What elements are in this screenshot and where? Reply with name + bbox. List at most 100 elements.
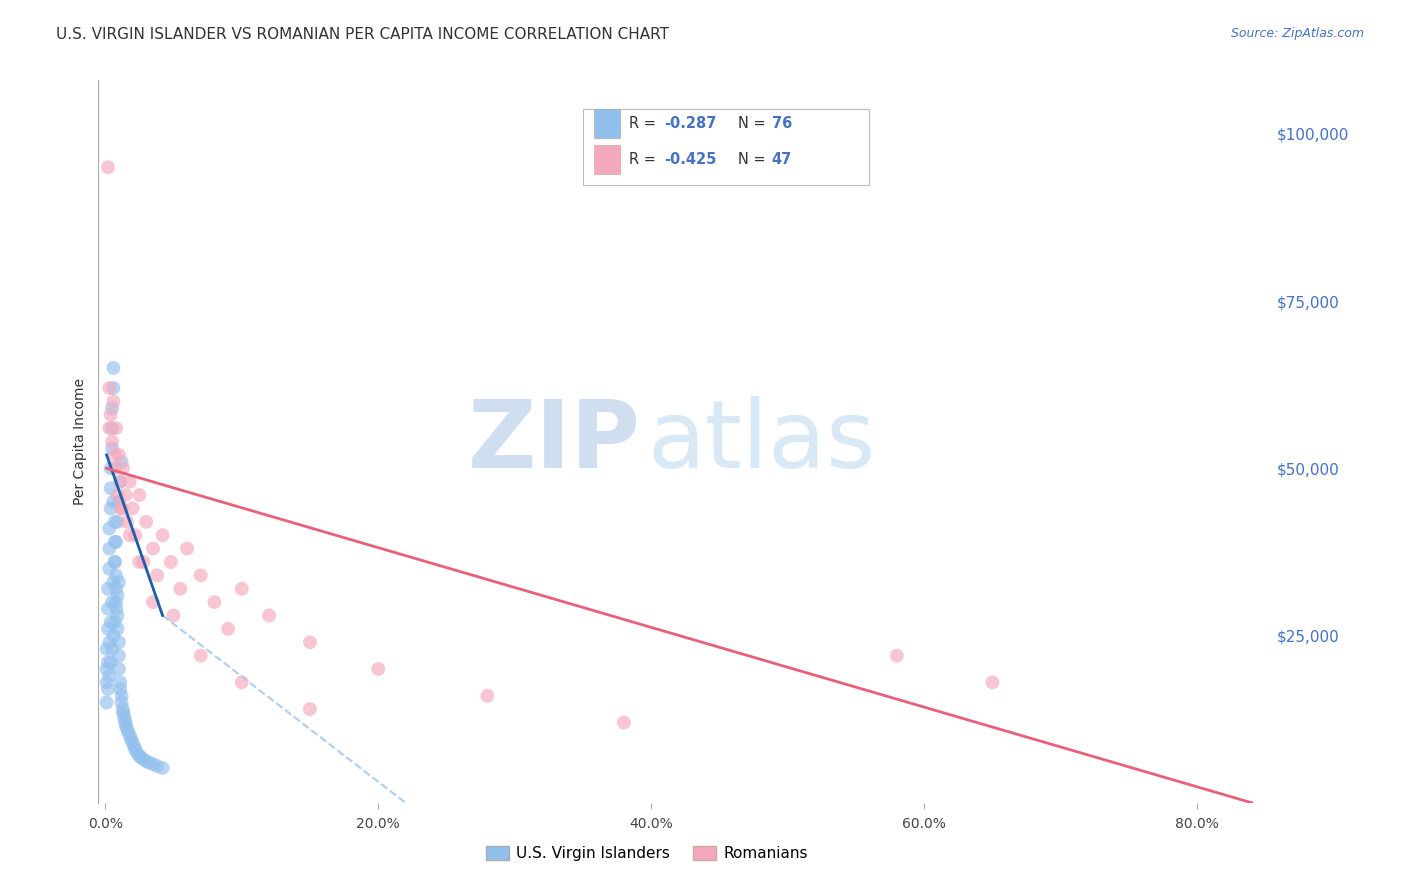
Point xyxy=(108,648,131,663)
Point xyxy=(121,735,143,749)
Point xyxy=(107,589,129,603)
Point xyxy=(111,501,134,516)
Point xyxy=(96,696,118,710)
Point xyxy=(257,608,280,623)
Point xyxy=(108,635,131,649)
Point xyxy=(108,494,131,508)
Point xyxy=(98,521,121,535)
Text: Source: ZipAtlas.com: Source: ZipAtlas.com xyxy=(1230,27,1364,40)
Point xyxy=(103,628,125,642)
Point xyxy=(105,582,128,596)
Point xyxy=(97,681,120,696)
Point xyxy=(152,528,174,542)
Point xyxy=(114,719,136,733)
Point xyxy=(367,662,389,676)
Text: 47: 47 xyxy=(772,152,792,167)
Point xyxy=(120,732,142,747)
Point xyxy=(176,541,198,556)
Point xyxy=(121,501,143,516)
Point xyxy=(117,725,139,739)
Point xyxy=(104,515,127,529)
FancyBboxPatch shape xyxy=(595,145,620,174)
Point xyxy=(104,461,127,475)
Point xyxy=(159,555,181,569)
Point xyxy=(104,555,127,569)
Point xyxy=(97,622,120,636)
Point xyxy=(114,715,136,730)
Point xyxy=(114,488,136,502)
Point xyxy=(105,595,128,609)
FancyBboxPatch shape xyxy=(595,109,620,138)
Point xyxy=(162,608,184,623)
Point xyxy=(111,454,134,469)
Point xyxy=(105,421,128,435)
Point xyxy=(135,515,157,529)
Point xyxy=(125,746,148,760)
Point xyxy=(111,696,134,710)
Point xyxy=(103,361,125,376)
Point xyxy=(104,534,127,549)
Text: U.S. VIRGIN ISLANDER VS ROMANIAN PER CAPITA INCOME CORRELATION CHART: U.S. VIRGIN ISLANDER VS ROMANIAN PER CAP… xyxy=(56,27,669,42)
Point xyxy=(190,568,212,582)
Point xyxy=(146,568,169,582)
Point xyxy=(111,689,134,703)
Point xyxy=(135,755,157,769)
Point xyxy=(142,595,165,609)
Point xyxy=(107,622,129,636)
Point xyxy=(103,381,125,395)
Point xyxy=(124,528,146,542)
Point xyxy=(105,602,128,616)
Point xyxy=(146,759,169,773)
Point xyxy=(613,715,636,730)
Point xyxy=(104,448,127,462)
Point xyxy=(111,702,134,716)
Point xyxy=(231,675,253,690)
Point xyxy=(101,595,124,609)
Point xyxy=(152,761,174,775)
Point xyxy=(298,702,321,716)
Point xyxy=(98,381,121,395)
Point xyxy=(100,408,122,422)
Point xyxy=(105,568,128,582)
Point xyxy=(101,642,124,657)
Point xyxy=(107,608,129,623)
Point xyxy=(142,541,165,556)
Point xyxy=(97,161,120,175)
Point xyxy=(104,615,127,630)
Point xyxy=(111,501,134,516)
Point xyxy=(128,749,150,764)
Point xyxy=(105,534,128,549)
Point xyxy=(132,555,155,569)
Point xyxy=(104,555,127,569)
Point xyxy=(98,541,121,556)
Point xyxy=(97,582,120,596)
Text: atlas: atlas xyxy=(647,395,875,488)
Point xyxy=(118,729,141,743)
Point xyxy=(100,615,122,630)
Point xyxy=(217,622,239,636)
Text: N =: N = xyxy=(738,116,770,131)
Point xyxy=(981,675,1004,690)
Point xyxy=(169,582,191,596)
Text: -0.425: -0.425 xyxy=(665,152,717,167)
Y-axis label: Per Capita Income: Per Capita Income xyxy=(73,378,87,505)
Point xyxy=(103,575,125,590)
Point xyxy=(98,562,121,576)
Point xyxy=(96,662,118,676)
Point xyxy=(101,421,124,435)
Point xyxy=(128,488,150,502)
Point xyxy=(128,555,150,569)
Point xyxy=(97,602,120,616)
Point xyxy=(298,635,321,649)
Point xyxy=(129,750,152,764)
Point xyxy=(231,582,253,596)
Point xyxy=(110,681,132,696)
Text: 76: 76 xyxy=(772,116,792,131)
Point xyxy=(190,648,212,663)
Point xyxy=(108,662,131,676)
Point xyxy=(96,675,118,690)
Point xyxy=(204,595,226,609)
Point xyxy=(98,635,121,649)
Point xyxy=(112,708,135,723)
Legend: U.S. Virgin Islanders, Romanians: U.S. Virgin Islanders, Romanians xyxy=(479,839,814,867)
